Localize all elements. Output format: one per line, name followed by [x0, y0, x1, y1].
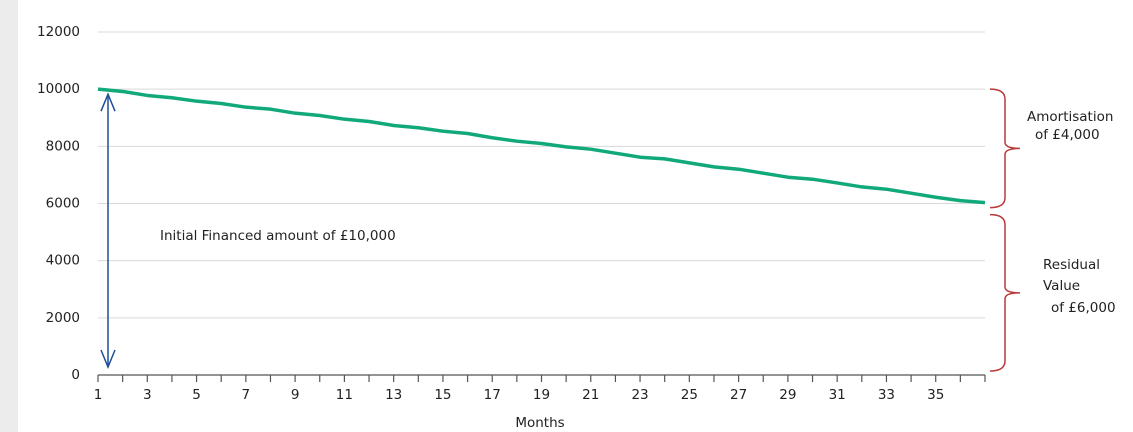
bracket: [989, 213, 1021, 372]
x-tick-label: 13: [385, 387, 402, 403]
x-tick-label: 29: [779, 387, 796, 403]
data-line: [97, 87, 986, 205]
arrow-head: [100, 349, 116, 369]
x-tick-label: 3: [143, 387, 152, 403]
x-tick-label: 35: [927, 387, 944, 403]
arrow-head: [100, 92, 116, 112]
annotation-residual: of £6,000: [1051, 300, 1116, 316]
annotation-amortisation: Amortisation: [1027, 109, 1113, 125]
y-tick-label: 6000: [46, 196, 80, 212]
y-tick-label: 12000: [37, 24, 80, 40]
y-tick-label: 2000: [46, 310, 80, 326]
x-tick-label: 17: [484, 387, 501, 403]
x-tick-label: 21: [582, 387, 599, 403]
x-tick-label: 7: [242, 387, 251, 403]
x-axis-label: Months: [515, 415, 564, 431]
x-tick-label: 31: [829, 387, 846, 403]
side-strip: [0, 0, 18, 432]
x-tick-label: 19: [533, 387, 550, 403]
y-tick-label: 4000: [46, 253, 80, 269]
x-tick-label: 25: [681, 387, 698, 403]
x-tick-label: 23: [631, 387, 648, 403]
x-tick-label: 27: [730, 387, 747, 403]
bracket: [989, 88, 1021, 209]
x-tick-label: 33: [878, 387, 895, 403]
x-tick-label: 15: [434, 387, 451, 403]
x-tick-label: 1: [94, 387, 103, 403]
x-tick-label: 9: [291, 387, 300, 403]
annotation-amortisation: of £4,000: [1035, 127, 1100, 143]
y-tick-label: 0: [71, 367, 80, 383]
y-tick-label: 10000: [37, 81, 80, 97]
x-tick-label: 11: [336, 387, 353, 403]
annotation-initial: Initial Financed amount of £10,000: [160, 228, 396, 244]
y-tick-label: 8000: [46, 138, 80, 154]
annotation-residual: Residual: [1043, 257, 1100, 273]
annotation-residual: Value: [1043, 278, 1080, 294]
x-tick-label: 5: [192, 387, 201, 403]
